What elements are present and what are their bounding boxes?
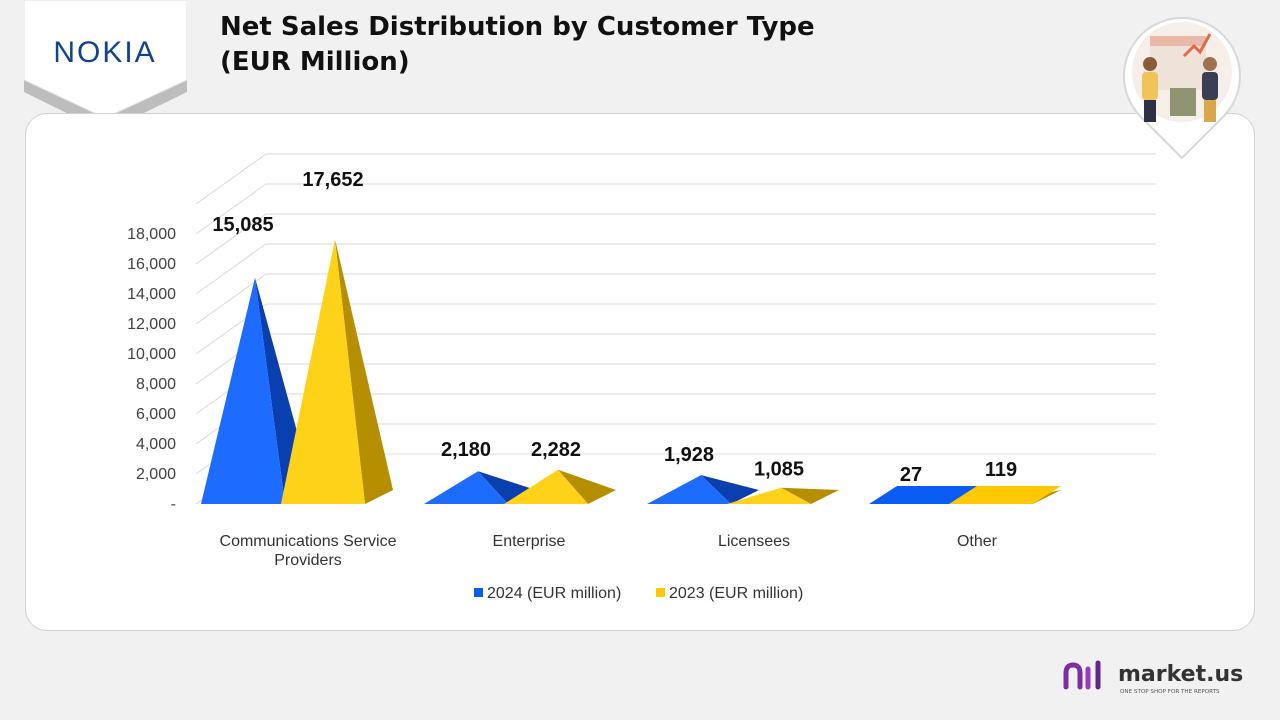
chart-title: Net Sales Distribution by Customer Type … [220, 10, 940, 80]
pyramid-bar [949, 486, 1061, 504]
legend-swatch [656, 588, 665, 597]
category-label: Enterprise [493, 533, 566, 550]
y-tick-label: 8,000 [136, 376, 176, 393]
y-tick-label: - [171, 496, 176, 513]
category-label: Communications Service Providers [220, 533, 397, 569]
gridline [195, 183, 267, 235]
chart-title-line-2: (EUR Million) [220, 47, 410, 77]
y-tick-label: 6,000 [136, 406, 176, 423]
gridline [195, 213, 267, 265]
legend-swatch [474, 588, 483, 597]
nokia-logo: NOKIA [53, 36, 156, 69]
value-label: 1,085 [754, 459, 804, 481]
y-tick-label: 12,000 [127, 316, 176, 333]
value-label: 15,085 [212, 214, 273, 236]
market-us-tagline: ONE STOP SHOP FOR THE REPORTS [1120, 689, 1220, 695]
value-label: 119 [985, 459, 1017, 481]
pyramid-bar [647, 475, 759, 504]
category-label: Other [957, 533, 998, 550]
y-tick-label: 2,000 [136, 466, 176, 483]
chart-card: - 2,000 4,000 6,000 8,000 10,000 12,000 14,000 1… [25, 113, 1255, 631]
market-us-name: market.us [1118, 662, 1243, 687]
shopping-illustration-icon [1123, 17, 1241, 160]
pyramid-bar [504, 469, 616, 504]
nokia-logo-badge: NOKIA [24, 0, 187, 132]
category-label: Licensees [718, 533, 790, 550]
legend-label: 2024 (EUR million) [487, 585, 621, 602]
market-us-logo-icon: market.us ONE STOP SHOP FOR THE REPORTS [1063, 660, 1243, 695]
legend-label: 2023 (EUR million) [669, 585, 803, 602]
y-tick-label: 16,000 [127, 256, 176, 273]
chart-title-line-1: Net Sales Distribution by Customer Type [220, 12, 815, 42]
value-label: 2,282 [531, 439, 581, 461]
pyramid-bar [281, 239, 393, 504]
value-label: 2,180 [441, 439, 491, 461]
value-label: 27 [900, 464, 922, 486]
gridline [195, 243, 267, 295]
pyramid-bar [727, 487, 839, 504]
y-tick-label: 10,000 [127, 346, 176, 363]
y-tick-label: 18,000 [127, 226, 176, 243]
value-label: 17,652 [302, 169, 363, 191]
gridline [195, 153, 267, 205]
value-label: 1,928 [664, 444, 714, 466]
chart-area: - 2,000 4,000 6,000 8,000 10,000 12,000 14,000 1… [127, 153, 1156, 602]
y-tick-label: 14,000 [127, 286, 176, 303]
market-us-brand: market.us ONE STOP SHOP FOR THE REPORTS [1062, 657, 1262, 697]
y-tick-label: 4,000 [136, 436, 176, 453]
